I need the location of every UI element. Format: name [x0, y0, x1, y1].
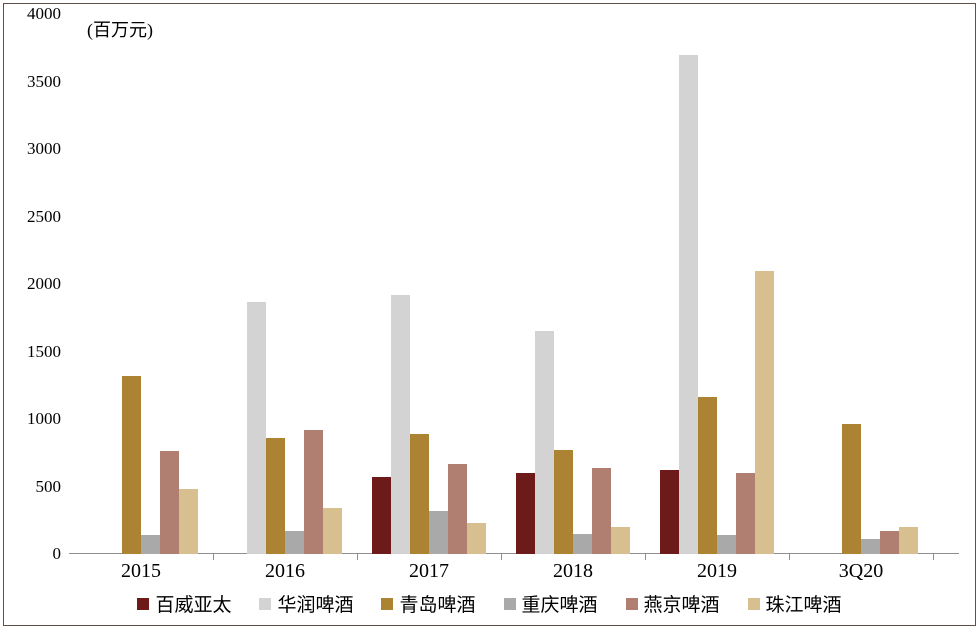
bar [448, 464, 467, 554]
x-tick-mark [357, 554, 358, 560]
x-tick-mark [789, 554, 790, 560]
bar [717, 535, 736, 554]
x-tick-label: 2019 [697, 560, 737, 583]
bar [573, 534, 592, 554]
bar [372, 477, 391, 554]
bar [736, 473, 755, 554]
bar [516, 473, 535, 554]
legend-label: 重庆啤酒 [522, 590, 598, 617]
bar [391, 295, 410, 554]
bar [266, 438, 285, 554]
bar [535, 331, 554, 554]
y-tick-label: 4000 [27, 4, 61, 24]
plot-area: 0500100015002000250030003500400020152016… [69, 14, 959, 554]
legend-item: 青岛啤酒 [381, 590, 475, 617]
legend-swatch [504, 598, 516, 610]
bar [304, 430, 323, 554]
y-tick-label: 1500 [27, 342, 61, 362]
legend-swatch [259, 598, 271, 610]
bar [247, 302, 266, 554]
legend-label: 百威亚太 [155, 590, 231, 617]
y-axis-unit-label: (百万元) [87, 16, 153, 42]
y-tick-label: 3500 [27, 72, 61, 92]
legend-item: 重庆啤酒 [504, 590, 598, 617]
bar [122, 376, 141, 554]
legend: 百威亚太 华润啤酒 青岛啤酒 重庆啤酒 燕京啤酒 珠江啤酒 [4, 590, 975, 617]
x-tick-label: 2017 [409, 560, 449, 583]
y-tick-label: 3000 [27, 139, 61, 159]
bar [611, 527, 630, 554]
bar [323, 508, 342, 554]
bar [592, 468, 611, 554]
legend-label: 珠江啤酒 [766, 590, 842, 617]
legend-item: 华润啤酒 [259, 590, 353, 617]
legend-swatch [381, 598, 393, 610]
bar [429, 511, 448, 554]
bar [410, 434, 429, 554]
bar [899, 527, 918, 554]
legend-label: 华润啤酒 [277, 590, 353, 617]
x-tick-mark [501, 554, 502, 560]
x-tick-label: 3Q20 [839, 560, 883, 583]
bar [679, 55, 698, 555]
y-tick-label: 2000 [27, 274, 61, 294]
x-axis-baseline [69, 553, 959, 554]
legend-label: 青岛啤酒 [399, 590, 475, 617]
bar [842, 424, 861, 554]
legend-swatch [137, 598, 149, 610]
x-tick-label: 2018 [553, 560, 593, 583]
legend-item: 百威亚太 [137, 590, 231, 617]
chart-frame: 0 500 1000 1500 2000 2500 3000 3500 4000 2015 2016… [3, 3, 976, 626]
legend-label: 燕京啤酒 [644, 590, 720, 617]
bar [179, 489, 198, 554]
x-tick-label: 2015 [121, 560, 161, 583]
y-tick-label: 500 [36, 477, 62, 497]
x-tick-mark [213, 554, 214, 560]
bar [755, 271, 774, 555]
legend-swatch [626, 598, 638, 610]
legend-swatch [748, 598, 760, 610]
bar [554, 450, 573, 554]
bar [880, 531, 899, 554]
bar [660, 470, 679, 554]
bar [861, 539, 880, 554]
x-tick-label: 2016 [265, 560, 305, 583]
bar [141, 535, 160, 554]
bar [160, 451, 179, 554]
x-tick-mark [933, 554, 934, 560]
y-tick-label: 1000 [27, 409, 61, 429]
bar [467, 523, 486, 554]
bar [698, 397, 717, 554]
legend-item: 珠江啤酒 [748, 590, 842, 617]
bar [285, 531, 304, 554]
legend-item: 燕京啤酒 [626, 590, 720, 617]
x-tick-mark [645, 554, 646, 560]
y-tick-label: 0 [53, 544, 62, 564]
y-tick-label: 2500 [27, 207, 61, 227]
